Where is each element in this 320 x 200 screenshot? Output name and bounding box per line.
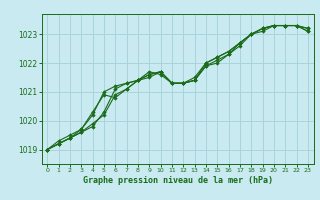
- X-axis label: Graphe pression niveau de la mer (hPa): Graphe pression niveau de la mer (hPa): [83, 176, 273, 185]
